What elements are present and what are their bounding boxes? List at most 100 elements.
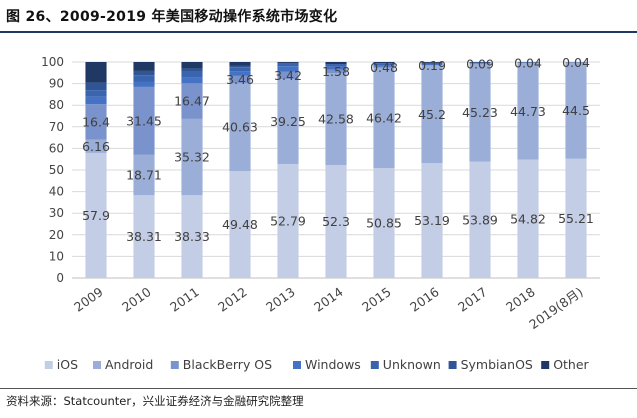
bar-segment-windows (421, 63, 443, 66)
legend-label: Unknown (383, 357, 441, 372)
y-tick-label: 50 (49, 163, 64, 177)
data-label: 52.3 (322, 214, 350, 229)
bar-segment-ios (277, 163, 299, 278)
data-label: 38.33 (174, 229, 210, 244)
y-tick-label: 90 (49, 77, 64, 91)
bar-segment-unknown (229, 67, 251, 72)
bar-segment-android (565, 62, 587, 159)
legend-swatch (370, 361, 379, 369)
data-label: 6.16 (82, 139, 110, 154)
bar-segment-windows (277, 66, 299, 72)
x-axis: 2009 2010 2011 2012 2013 2014 2015 2016 2017 2018… (71, 284, 586, 332)
bar-segment-blackberry-os (133, 86, 155, 155)
data-label: 16.4 (82, 114, 110, 129)
stacked-bar-chart: 0 10 20 30 40 50 60 70 80 90 100 57.9 6.16 16.4 38.31… (41, 55, 600, 372)
bar-segment-ios (517, 159, 539, 278)
data-label: 45.23 (462, 105, 498, 120)
data-label: 18.71 (126, 168, 162, 183)
data-label: 38.31 (126, 229, 162, 244)
source-note: 资料来源：Statcounter，兴业证券经济与金融研究院整理 (6, 394, 304, 408)
bar-segment-other (85, 62, 107, 83)
bar-segment-unknown (469, 62, 491, 64)
bar-segment-blackberry-os (181, 83, 203, 119)
legend-label: Android (105, 357, 153, 372)
data-label: 39.25 (270, 114, 306, 129)
data-label: 53.19 (414, 213, 450, 228)
x-tick-label: 2012 (215, 284, 250, 315)
bar-segment-blackberry-os (277, 71, 299, 80)
legend-label: Other (553, 357, 589, 372)
y-tick-label: 20 (49, 228, 64, 242)
legend-swatch (541, 361, 550, 369)
y-tick-label: 30 (49, 206, 64, 220)
bar-segment-other (229, 62, 251, 66)
bar-segment-unknown (85, 90, 107, 97)
legend: iOS Android BlackBerry OS Windows Unknown Sym… (44, 357, 590, 372)
bar-segment-ios (469, 161, 491, 278)
bar-segment-windows (373, 65, 395, 67)
legend-swatch (293, 361, 301, 369)
bar-segment-unknown (421, 62, 443, 64)
data-label: 57.9 (82, 208, 110, 223)
bar-segment-android (373, 67, 395, 169)
x-tick-label: 2011 (167, 284, 202, 315)
bars (85, 62, 587, 278)
data-label: 53.89 (462, 212, 498, 227)
data-label: 0.19 (418, 58, 446, 73)
bar-segment-blackberry-os (325, 69, 347, 74)
bar-segment-symbianos (277, 62, 299, 64)
bar-segment-android (277, 79, 299, 164)
data-label: 1.58 (322, 64, 350, 79)
legend-swatch (93, 361, 101, 369)
bar-segment-blackberry-os (85, 104, 107, 140)
bar-segment-android (85, 139, 107, 153)
y-tick-label: 0 (56, 271, 64, 285)
data-label: 49.48 (222, 217, 258, 232)
legend-swatch (44, 361, 53, 369)
bar-segment-ios (421, 163, 443, 278)
x-tick-label: 2018 (503, 284, 538, 315)
legend-label: BlackBerry OS (183, 357, 272, 372)
bar-segment-windows (469, 63, 491, 64)
x-tick-label: 2009 (71, 284, 106, 315)
bar-segment-other (421, 62, 443, 63)
data-label: 46.42 (366, 111, 402, 126)
data-label: 54.82 (510, 211, 546, 226)
legend-swatch (170, 361, 179, 369)
bar-segment-other (325, 62, 347, 65)
x-tick-label: 2014 (311, 284, 346, 315)
y-tick-label: 40 (49, 185, 64, 199)
bar-segment-android (517, 62, 539, 160)
data-label: 44.5 (562, 103, 590, 118)
bar-segment-windows (229, 71, 251, 76)
bar-segment-android (181, 118, 203, 196)
x-tick-label: 2017 (455, 284, 490, 315)
legend-label: SymbianOS (461, 357, 533, 372)
value-labels: 57.9 6.16 16.4 38.31 18.71 31.45 38.33 35.32 16.… (82, 55, 594, 244)
bar-segment-blackberry-os (373, 66, 395, 68)
data-label: 0.04 (562, 55, 590, 70)
bar-segment-symbianos (85, 82, 107, 91)
y-tick-label: 70 (49, 120, 64, 134)
data-label: 31.45 (126, 113, 162, 128)
bar-segment-blackberry-os (229, 75, 251, 84)
bar-segment-ios (85, 152, 107, 278)
source-rule (0, 388, 637, 389)
legend-label: iOS (57, 357, 78, 372)
bar-segment-unknown (373, 63, 395, 66)
bar-segment-other (373, 62, 395, 64)
data-label: 0.48 (370, 60, 398, 75)
title-rule (0, 31, 637, 33)
bar-segment-android (229, 83, 251, 172)
bar-segment-ios (373, 168, 395, 278)
y-tick-label: 60 (49, 141, 64, 155)
bar-segment-symbianos (181, 68, 203, 72)
bar-segment-ios (229, 171, 251, 278)
bar-segment-ios (133, 195, 155, 278)
bar-segment-other (181, 62, 203, 69)
data-label: 35.32 (174, 150, 210, 165)
data-label: 45.2 (418, 107, 446, 122)
data-label: 44.73 (510, 104, 546, 119)
bar-segment-unknown (277, 63, 299, 67)
data-label: 0.09 (466, 56, 494, 71)
